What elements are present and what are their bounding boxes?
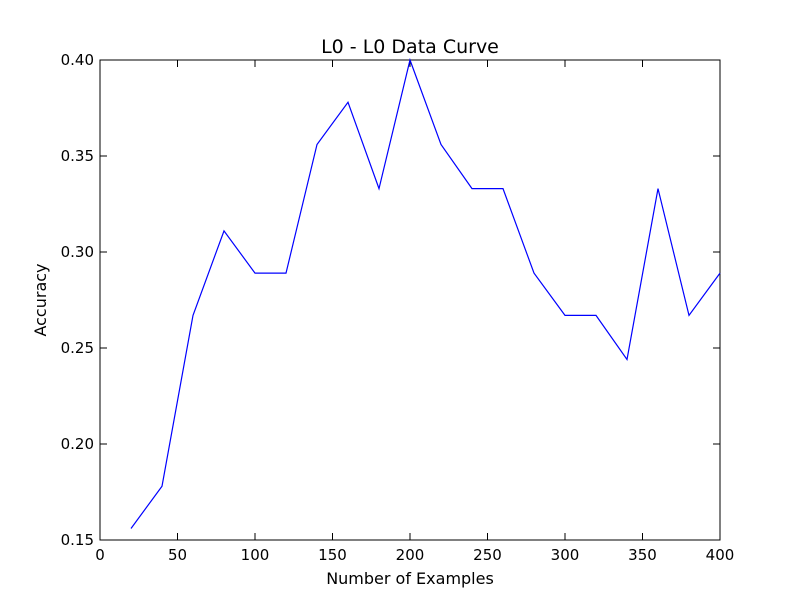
y-axis-label: Accuracy bbox=[31, 263, 50, 336]
plot-area bbox=[99, 59, 721, 541]
x-tick-label: 400 bbox=[706, 546, 735, 564]
chart-title: L0 - L0 Data Curve bbox=[321, 36, 499, 58]
x-axis-label: Number of Examples bbox=[326, 569, 494, 588]
y-tick-label: 0.15 bbox=[61, 531, 94, 549]
x-tick-label: 100 bbox=[241, 546, 270, 564]
x-tick-label: 150 bbox=[318, 546, 347, 564]
x-tick-label: 200 bbox=[396, 546, 425, 564]
y-tick-label: 0.40 bbox=[61, 51, 94, 69]
x-tick-label: 250 bbox=[473, 546, 502, 564]
y-tick-label: 0.35 bbox=[61, 147, 94, 165]
y-tick-label: 0.30 bbox=[61, 243, 94, 261]
y-tick-label: 0.20 bbox=[61, 435, 94, 453]
series-layer bbox=[130, 57, 721, 529]
x-tick-label: 0 bbox=[95, 546, 105, 564]
x-tick-label: 300 bbox=[551, 546, 580, 564]
x-tick-label: 350 bbox=[628, 546, 657, 564]
y-tick-label: 0.25 bbox=[61, 339, 94, 357]
axis-ticks: 0 50 100 150 200 250 300 350 400 0.15 0.20 0.25 0.30… bbox=[61, 51, 735, 564]
x-tick-label: 50 bbox=[168, 546, 187, 564]
series-line bbox=[130, 57, 721, 529]
